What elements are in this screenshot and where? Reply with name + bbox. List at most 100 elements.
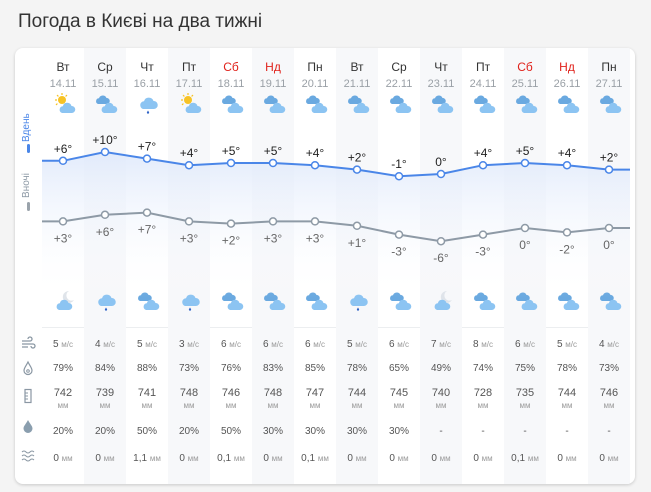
precip-probability-value: -: [481, 426, 485, 437]
night-temperature-label: +3°: [306, 231, 325, 245]
day-temperature-label: +10°: [92, 133, 117, 147]
wind-value: 8 м/с: [472, 339, 494, 350]
night-point: [520, 223, 530, 233]
temperature-chart: +6° +3° +10° +6° +7° +7° +4° +3° +5° +2° +5° +3° +4°…: [42, 133, 630, 298]
night-point: [268, 217, 278, 226]
humidity-value: 73%: [598, 363, 619, 374]
day-point: [268, 158, 278, 168]
pressure-value: 741 мм: [137, 387, 157, 410]
wind-value: 6 м/с: [262, 339, 284, 350]
night-point: [58, 217, 68, 226]
day-date: 24.11: [469, 78, 497, 90]
day-name: Пн: [601, 60, 617, 74]
day-temperature-label: +5°: [516, 144, 535, 158]
wind-value: 6 м/с: [388, 339, 410, 350]
day-column[interactable]: Пт 24.11 8 м/с 74% 728 мм - 0 мм: [462, 48, 504, 484]
wind-value: 4 м/с: [598, 339, 620, 350]
day-temperature-label: +4°: [474, 146, 493, 160]
pressure-value: 735 мм: [515, 387, 535, 410]
night-point: [394, 230, 404, 239]
day-temperature-label: +2°: [600, 151, 619, 165]
night-point: [226, 219, 236, 228]
day-point: [184, 160, 194, 170]
precip-probability-value: -: [523, 426, 527, 437]
precip-probability-value: 30%: [388, 426, 409, 437]
humidity-value: 79%: [52, 363, 73, 374]
humidity-value: 85%: [304, 363, 325, 374]
day-date: 22.11: [385, 78, 413, 90]
pressure-value: 744 мм: [557, 387, 577, 410]
precip-probability-value: 20%: [52, 426, 73, 437]
wind-value: 5 м/с: [556, 339, 578, 350]
day-date: 20.11: [301, 78, 329, 90]
pressure-value: 739 мм: [95, 387, 115, 410]
day-point: [520, 158, 530, 168]
rain-icon: [140, 97, 158, 114]
day-column[interactable]: Пн 20.11 6 м/с 85% 747 мм 30% 0,1 мм: [294, 48, 336, 484]
day-name: Пт: [181, 60, 197, 74]
day-name: Сб: [223, 60, 239, 74]
pressure-value: 742 мм: [53, 387, 73, 410]
day-temperature-label: +7°: [138, 140, 157, 154]
legend-night-marker: [27, 202, 30, 211]
night-point: [478, 230, 488, 239]
sun-cloud-icon: [55, 93, 76, 113]
night-point: [562, 228, 572, 237]
day-date: 14.11: [49, 78, 77, 90]
day-column[interactable]: Сб 18.11 6 м/с 76% 746 мм 50% 0,1 мм: [210, 48, 252, 484]
night-point: [436, 236, 446, 246]
day-temperature-label: -1°: [391, 157, 407, 171]
pressure-value: 748 мм: [179, 387, 199, 410]
day-temperature-label: +5°: [264, 144, 283, 158]
day-temperature-label: +4°: [558, 146, 577, 160]
humidity-value: 73%: [178, 363, 199, 374]
night-temperature-label: 0°: [519, 238, 531, 252]
precipitation-value: 0 мм: [263, 453, 283, 464]
precip-probability-value: 50%: [220, 426, 241, 437]
night-temperature-label: +3°: [180, 231, 199, 245]
day-point: [352, 165, 362, 174]
humidity-value: 75%: [514, 363, 535, 374]
day-temperature-label: +2°: [348, 151, 367, 165]
night-temperature-label: +3°: [264, 231, 283, 245]
day-date: 25.11: [511, 78, 539, 90]
night-temperature-line: [42, 211, 630, 243]
humidity-value: 49%: [430, 363, 451, 374]
precipitation-value: 0 мм: [347, 453, 367, 464]
precip-probability-value: 50%: [136, 426, 157, 437]
precipitation-value: 0 мм: [389, 453, 409, 464]
cloudy-icon: [474, 95, 496, 113]
precipitation-value: 0 мм: [53, 453, 73, 464]
day-column[interactable]: Ср 22.11 6 м/с 65% 745 мм 30% 0 мм: [378, 48, 420, 484]
precip-probability-value: 30%: [346, 426, 367, 437]
precip-probability-value: -: [439, 426, 443, 437]
day-date: 21.11: [343, 78, 371, 90]
pressure-value: 744 мм: [347, 387, 367, 410]
day-point: [394, 171, 404, 181]
pressure-value: 746 мм: [221, 387, 241, 410]
humidity-value: 65%: [388, 363, 409, 374]
day-temperature-label: +4°: [306, 146, 325, 160]
night-temperature-label: +7°: [138, 223, 157, 237]
pressure-value: 746 мм: [599, 387, 619, 410]
cloudy-icon: [432, 95, 454, 113]
day-date: 17.11: [175, 78, 203, 90]
cloudy-icon: [96, 95, 118, 113]
wind-value: 5 м/с: [346, 339, 368, 350]
wind-value: 7 м/с: [430, 339, 452, 350]
cloudy-icon: [306, 95, 328, 113]
precipitation-value: 0 мм: [599, 453, 619, 464]
wind-value: 6 м/с: [514, 339, 536, 350]
day-column[interactable]: Нд 26.11 5 м/с 78% 744 мм - 0 мм: [546, 48, 588, 484]
day-column[interactable]: Чт 16.11 5 м/с 88% 741 мм 50% 1,1 мм: [126, 48, 168, 484]
humidity-value: 78%: [346, 363, 367, 374]
precipitation-value: 0,1 мм: [511, 453, 539, 464]
precip-probability-value: 20%: [178, 426, 199, 437]
night-temperature-label: +3°: [54, 231, 73, 245]
precipitation-icon: [21, 450, 35, 462]
day-point: [562, 160, 572, 170]
night-point: [310, 217, 320, 226]
day-date: 18.11: [217, 78, 245, 90]
night-point: [100, 210, 110, 220]
day-name: Вт: [56, 60, 70, 74]
